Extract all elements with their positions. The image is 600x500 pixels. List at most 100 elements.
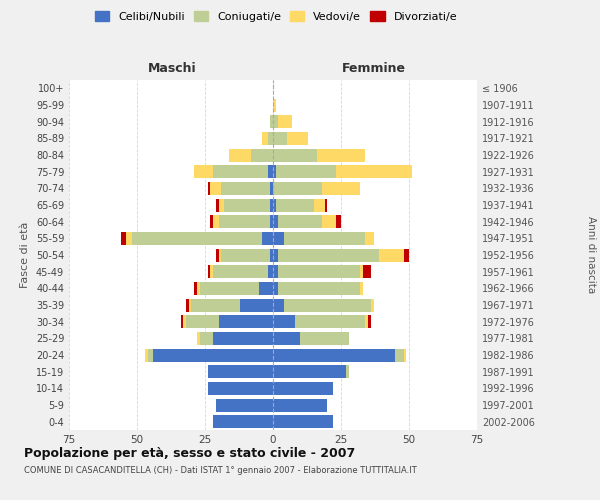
Bar	[213, 215, 218, 228]
Bar	[335, 215, 341, 228]
Bar	[379, 248, 404, 262]
Bar	[186, 298, 188, 312]
Legend: Celibi/Nubili, Coniugati/e, Vedovi/e, Divorziati/e: Celibi/Nubili, Coniugati/e, Vedovi/e, Di…	[92, 8, 460, 25]
Bar	[197, 282, 200, 295]
Bar	[218, 315, 273, 328]
Bar	[262, 232, 273, 245]
Bar	[273, 248, 278, 262]
Bar	[273, 198, 276, 211]
Bar	[314, 198, 325, 211]
Bar	[284, 298, 371, 312]
Bar	[273, 382, 333, 395]
Bar	[322, 215, 335, 228]
Bar	[273, 115, 278, 128]
Bar	[208, 182, 211, 195]
Bar	[197, 332, 200, 345]
Bar	[404, 348, 406, 362]
Bar	[276, 198, 314, 211]
Bar	[287, 132, 308, 145]
Bar	[273, 365, 346, 378]
Bar	[241, 298, 273, 312]
Bar	[154, 348, 273, 362]
Bar	[325, 198, 328, 211]
Bar	[183, 315, 186, 328]
Bar	[186, 315, 218, 328]
Bar	[273, 165, 276, 178]
Bar	[346, 365, 349, 378]
Bar	[211, 182, 221, 195]
Bar	[273, 315, 295, 328]
Bar	[278, 215, 322, 228]
Bar	[121, 232, 126, 245]
Bar	[278, 115, 292, 128]
Bar	[229, 148, 251, 162]
Bar	[211, 265, 213, 278]
Bar	[221, 182, 270, 195]
Bar	[262, 132, 268, 145]
Bar	[268, 165, 273, 178]
Bar	[284, 232, 365, 245]
Bar	[200, 332, 213, 345]
Bar	[270, 182, 273, 195]
Bar	[273, 348, 395, 362]
Bar	[211, 215, 213, 228]
Bar	[208, 382, 273, 395]
Bar	[194, 165, 213, 178]
Bar	[335, 165, 412, 178]
Bar	[218, 215, 270, 228]
Bar	[273, 182, 322, 195]
Bar	[278, 248, 379, 262]
Bar	[148, 348, 154, 362]
Bar	[216, 198, 218, 211]
Bar	[322, 182, 360, 195]
Text: Maschi: Maschi	[148, 62, 197, 75]
Bar	[268, 132, 273, 145]
Bar	[216, 398, 273, 411]
Bar	[188, 298, 191, 312]
Bar	[273, 148, 317, 162]
Bar	[276, 165, 335, 178]
Bar	[368, 315, 371, 328]
Bar	[213, 415, 273, 428]
Bar	[273, 265, 278, 278]
Bar	[273, 232, 284, 245]
Bar	[273, 332, 300, 345]
Y-axis label: Fasce di età: Fasce di età	[20, 222, 30, 288]
Bar	[208, 365, 273, 378]
Bar	[404, 248, 409, 262]
Bar	[395, 348, 404, 362]
Bar	[360, 265, 363, 278]
Bar	[270, 215, 273, 228]
Bar	[191, 298, 241, 312]
Bar	[273, 415, 333, 428]
Bar	[208, 265, 211, 278]
Bar	[213, 165, 268, 178]
Bar	[200, 282, 259, 295]
Bar	[259, 282, 273, 295]
Bar	[251, 148, 273, 162]
Bar	[295, 315, 365, 328]
Text: COMUNE DI CASACANDITELLA (CH) - Dati ISTAT 1° gennaio 2007 - Elaborazione TUTTIT: COMUNE DI CASACANDITELLA (CH) - Dati IST…	[24, 466, 417, 475]
Bar	[270, 198, 273, 211]
Bar	[216, 248, 218, 262]
Bar	[126, 232, 131, 245]
Bar	[145, 348, 148, 362]
Text: Popolazione per età, sesso e stato civile - 2007: Popolazione per età, sesso e stato civil…	[24, 448, 355, 460]
Bar	[218, 198, 224, 211]
Bar	[278, 265, 360, 278]
Bar	[273, 398, 328, 411]
Bar	[365, 232, 374, 245]
Bar	[363, 265, 371, 278]
Bar	[273, 132, 287, 145]
Text: Anni di nascita: Anni di nascita	[586, 216, 596, 294]
Bar	[278, 282, 360, 295]
Bar	[213, 332, 273, 345]
Bar	[194, 282, 197, 295]
Bar	[273, 98, 276, 112]
Bar	[213, 265, 268, 278]
Bar	[181, 315, 183, 328]
Bar	[317, 148, 365, 162]
Bar	[273, 298, 284, 312]
Bar	[300, 332, 349, 345]
Bar	[365, 315, 368, 328]
